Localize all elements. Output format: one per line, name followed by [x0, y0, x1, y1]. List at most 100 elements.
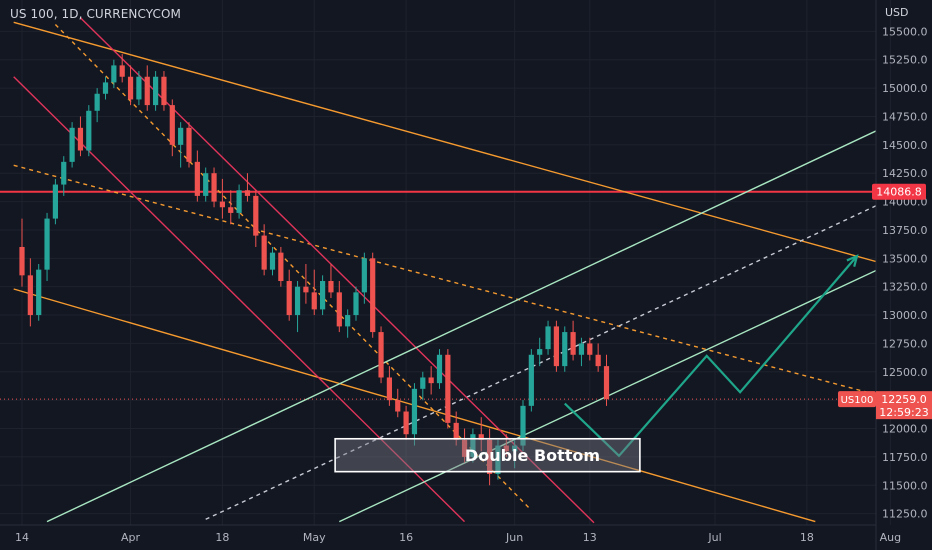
price-tick-label: 15250.0: [882, 54, 928, 67]
price-tick-label: 14500.0: [882, 139, 928, 152]
candle-body: [228, 207, 234, 213]
candle-body: [194, 161, 200, 196]
candle-body: [578, 343, 585, 355]
time-tick-label: 18: [800, 531, 814, 544]
time-tick-label: Jun: [505, 531, 523, 544]
candle-body: [294, 286, 301, 316]
candle-body: [503, 445, 509, 452]
candle-body: [520, 405, 526, 446]
double-bottom-box-rect[interactable]: [334, 437, 641, 473]
candle-body: [428, 377, 434, 384]
candle-body: [19, 246, 25, 276]
price-tick-label: 13750.0: [882, 224, 928, 237]
price-tick-label: 14750.0: [882, 110, 928, 123]
candle-body: [545, 326, 551, 350]
level-price-tag: 14086.8: [872, 183, 926, 200]
candle-body: [587, 343, 593, 355]
price-tick-label: 12500.0: [882, 366, 928, 379]
candle-body: [186, 127, 192, 162]
currency-label: USD: [885, 6, 909, 19]
trend-line[interactable]: [339, 261, 897, 523]
candle-body: [303, 286, 309, 293]
level-price-tag-bg: [872, 183, 926, 200]
time-tick-label: 16: [399, 531, 413, 544]
trend-line[interactable]: [46, 121, 897, 523]
candle-body: [528, 354, 534, 406]
candle-body: [86, 110, 92, 151]
candle-body: [52, 184, 58, 219]
candle-body: [395, 400, 401, 412]
candle-body: [27, 275, 33, 316]
time-tick-label: 14: [15, 531, 29, 544]
price-tick-label: 11250.0: [882, 508, 928, 521]
candle-body: [553, 326, 559, 367]
price-tick-label: 15500.0: [882, 25, 928, 38]
candle-body: [161, 76, 167, 106]
candle-body: [378, 332, 384, 378]
candle-body: [453, 422, 459, 440]
price-tick-label: 12000.0: [882, 423, 928, 436]
candle-body: [495, 445, 501, 474]
current-price-tag-bg: [876, 391, 932, 420]
time-tick-label: 13: [583, 531, 597, 544]
candle-body: [411, 388, 418, 435]
candle-body: [36, 269, 42, 316]
price-tick-label: 14250.0: [882, 167, 928, 180]
candle-body: [102, 82, 109, 94]
candle-body: [386, 377, 392, 401]
candle-body: [219, 201, 225, 208]
candle-body: [361, 258, 367, 293]
candle-body: [153, 76, 159, 106]
candle-body: [403, 411, 409, 435]
candle-body: [61, 161, 67, 185]
candle-body: [512, 445, 518, 452]
trend-line[interactable]: [13, 164, 897, 400]
double-bottom-label: Double Bottom: [465, 446, 600, 465]
price-tick-label: 13500.0: [882, 252, 928, 265]
double-bottom-box[interactable]: Double Bottom: [334, 437, 641, 473]
candle-body: [69, 127, 75, 162]
candle-body: [178, 127, 184, 145]
projection-arrow-head: [846, 254, 859, 267]
candle-body: [119, 65, 125, 77]
candle-body: [127, 76, 134, 100]
candle-body: [345, 315, 351, 327]
symbol-title: US 100, 1D, CURRENCYCOM: [10, 7, 181, 21]
candle-body: [203, 173, 209, 196]
level-price-tag-text: 14086.8: [876, 186, 922, 199]
trend-line[interactable]: [54, 24, 532, 511]
candle-body: [436, 354, 443, 384]
price-tick-label: 12750.0: [882, 337, 928, 350]
price-tick-label: 13250.0: [882, 281, 928, 294]
price-tick-label: 13000.0: [882, 309, 928, 322]
candle-body: [562, 332, 568, 367]
candle-body: [144, 76, 150, 106]
candle-body: [286, 281, 292, 316]
time-axis[interactable]: 14 Apr 18 May 16 Jun 13 Jul 18 Aug: [0, 524, 901, 544]
price-tick-label: 11500.0: [882, 479, 928, 492]
candle-body: [370, 258, 376, 333]
candle-body: [311, 292, 317, 310]
candle-body: [461, 439, 468, 457]
time-tick-label: Apr: [121, 531, 141, 544]
time-tick-label: 18: [215, 531, 229, 544]
candle-body: [244, 190, 251, 196]
candle-body: [478, 434, 484, 440]
time-tick-label: Jul: [707, 531, 721, 544]
candle-body: [595, 354, 601, 367]
candle-body: [44, 218, 50, 270]
time-tick-label: May: [303, 531, 326, 544]
trend-line[interactable]: [13, 21, 897, 267]
candle-body: [111, 65, 117, 83]
candle-body: [570, 332, 576, 355]
price-tick-label: 15000.0: [882, 82, 928, 95]
symbol-tag-text: US100: [841, 395, 874, 406]
price-axis[interactable]: 15500.0 15250.0 15000.0 14750.0 14500.0 14250…: [875, 0, 928, 550]
candle-body: [336, 292, 342, 327]
candle-body: [487, 439, 493, 474]
candle-body: [169, 105, 175, 145]
candle-body: [211, 173, 217, 202]
current-price-tag: US100 12259.0 12:59:23: [838, 391, 932, 420]
current-price-value: 12259.0: [881, 393, 927, 406]
